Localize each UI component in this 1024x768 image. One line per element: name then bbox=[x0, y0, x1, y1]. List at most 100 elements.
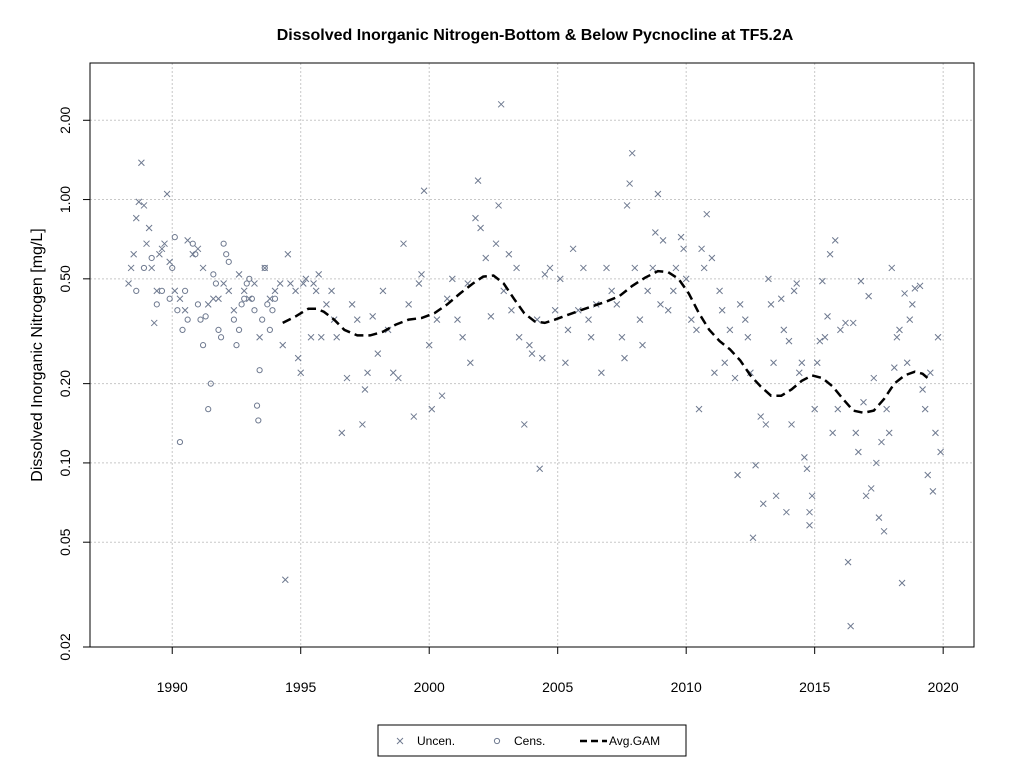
uncensored-point bbox=[672, 264, 680, 272]
uncensored-point bbox=[505, 250, 513, 258]
censored-point bbox=[179, 326, 186, 333]
censored-point bbox=[212, 280, 220, 287]
uncensored-point bbox=[798, 359, 806, 367]
uncensored-point bbox=[680, 245, 687, 253]
uncensored-point bbox=[780, 326, 788, 334]
censored-point bbox=[271, 295, 279, 302]
censored-point bbox=[153, 301, 160, 308]
uncensored-point bbox=[598, 369, 605, 377]
censored-point bbox=[217, 334, 225, 341]
uncensored-point bbox=[636, 316, 644, 323]
uncensored-point bbox=[847, 622, 855, 630]
censored-point bbox=[243, 280, 250, 287]
y-tick-label: 0.20 bbox=[57, 370, 73, 397]
uncensored-point bbox=[171, 287, 179, 295]
uncensored-point bbox=[880, 527, 888, 535]
uncensored-point bbox=[783, 508, 790, 516]
uncensored-point bbox=[819, 277, 826, 285]
uncensored-point bbox=[585, 316, 592, 323]
uncensored-point bbox=[659, 236, 667, 244]
uncensored-point bbox=[474, 177, 482, 184]
uncensored-point bbox=[125, 280, 132, 287]
uncensored-point bbox=[867, 485, 875, 492]
uncensored-point bbox=[513, 264, 520, 272]
uncensored-point bbox=[829, 429, 837, 437]
uncensored-point bbox=[883, 405, 890, 413]
gam-line bbox=[282, 269, 929, 415]
uncensored-point bbox=[528, 350, 536, 357]
uncensored-point bbox=[143, 240, 150, 248]
uncensored-point bbox=[875, 514, 883, 521]
x-tick-label: 2015 bbox=[799, 679, 830, 695]
uncensored-point bbox=[359, 421, 366, 428]
uncensored-point bbox=[906, 316, 914, 323]
censored-point bbox=[256, 367, 263, 374]
uncensored-point bbox=[281, 576, 289, 584]
legend-box bbox=[377, 724, 687, 757]
uncensored-point bbox=[893, 333, 901, 341]
uncensored-point bbox=[826, 250, 834, 258]
censored-point bbox=[248, 295, 255, 302]
uncensored-point bbox=[831, 236, 839, 244]
uncensored-point bbox=[482, 254, 490, 262]
y-tick-label: 1.00 bbox=[57, 186, 73, 213]
x-tick-label: 2005 bbox=[542, 679, 573, 695]
uncensored-point bbox=[271, 287, 279, 295]
uncensored-point bbox=[860, 398, 867, 406]
uncensored-point bbox=[837, 326, 844, 334]
uncensored-point bbox=[420, 187, 428, 195]
uncensored-point bbox=[693, 326, 700, 334]
uncensored-point bbox=[163, 190, 171, 198]
uncensored-point bbox=[410, 413, 418, 420]
censored-point bbox=[246, 275, 253, 282]
censored-point bbox=[184, 316, 191, 323]
uncensored-point bbox=[315, 270, 323, 278]
uncensored-point bbox=[762, 421, 770, 428]
uncensored-point bbox=[651, 229, 659, 236]
grid bbox=[90, 63, 974, 648]
uncensored-point bbox=[834, 405, 842, 413]
censored-point bbox=[225, 258, 232, 265]
uncensored-point bbox=[608, 287, 616, 295]
uncensored-point bbox=[752, 461, 759, 469]
censored-point bbox=[241, 295, 248, 302]
uncensored-point bbox=[813, 359, 821, 367]
uncensored-point bbox=[654, 190, 662, 198]
uncensored-point bbox=[937, 448, 944, 456]
censored-point bbox=[235, 326, 243, 333]
uncensored-point bbox=[806, 521, 813, 529]
uncensored-point bbox=[150, 319, 158, 327]
uncensored-point bbox=[857, 277, 865, 285]
uncensored-point bbox=[361, 386, 369, 393]
legend-label: Cens. bbox=[514, 734, 545, 748]
uncensored-point bbox=[130, 250, 138, 258]
censored-point bbox=[133, 287, 140, 294]
uncensored-point bbox=[556, 275, 564, 283]
uncensored-point bbox=[204, 301, 212, 308]
uncensored-point bbox=[849, 319, 857, 327]
censored-point bbox=[176, 438, 184, 446]
series-uncensored bbox=[125, 100, 944, 630]
uncensored-point bbox=[870, 374, 878, 382]
uncensored-point bbox=[353, 316, 361, 323]
uncensored-point bbox=[741, 316, 749, 323]
uncensored-point bbox=[888, 264, 896, 272]
y-tick-label: 0.10 bbox=[57, 449, 73, 476]
uncensored-point bbox=[287, 280, 294, 287]
uncensored-point bbox=[508, 306, 515, 314]
uncensored-point bbox=[199, 264, 207, 272]
censored-point bbox=[238, 301, 245, 308]
uncensored-point bbox=[865, 292, 872, 300]
uncensored-point bbox=[299, 280, 307, 287]
uncensored-point bbox=[240, 287, 248, 295]
uncensored-point bbox=[664, 306, 672, 314]
uncensored-point bbox=[644, 287, 651, 295]
uncensored-point bbox=[734, 471, 741, 479]
uncensored-point bbox=[711, 369, 718, 377]
uncensored-point bbox=[580, 264, 587, 272]
legend-label: Uncen. bbox=[417, 734, 455, 748]
uncensored-point bbox=[292, 287, 299, 295]
uncensored-point bbox=[929, 487, 937, 495]
uncensored-point bbox=[716, 287, 723, 295]
y-tick-label: 0.05 bbox=[57, 528, 73, 555]
